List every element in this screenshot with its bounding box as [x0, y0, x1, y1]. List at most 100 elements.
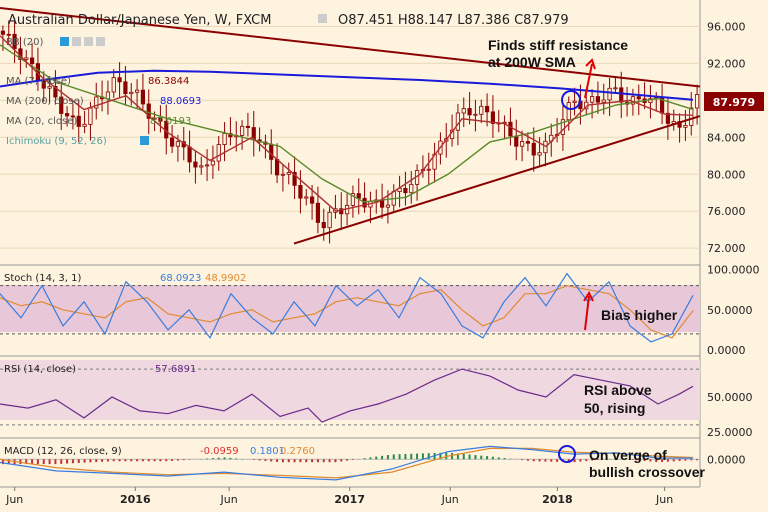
sma7-line: [0, 35, 694, 212]
last-price-badge: [704, 92, 764, 111]
candle-body: [694, 94, 700, 109]
resistance-trendline: [0, 7, 701, 88]
legend-controls[interactable]: [60, 14, 327, 145]
candle-body: [0, 30, 6, 35]
candle-body: [531, 142, 536, 156]
candle-body: [274, 158, 280, 176]
candle-body: [607, 87, 612, 101]
macd-tick-label: 0.0000: [707, 453, 746, 466]
candle-body: [362, 197, 367, 208]
candle-body: [403, 187, 408, 194]
annotation-resistance-1: Finds stiff resistance: [488, 37, 628, 53]
candle-body: [385, 204, 391, 208]
candle-body: [356, 193, 361, 199]
rsi-tick-label: 50.0000: [707, 391, 753, 404]
candle-body: [82, 123, 87, 127]
settings-icon[interactable]: [72, 37, 81, 46]
candle-body: [280, 173, 286, 176]
candle-body: [70, 115, 76, 118]
candle-body: [123, 81, 128, 95]
candle-body: [6, 33, 11, 36]
annotation-rsi-2: 50, rising: [584, 400, 645, 416]
macd-line-value: 0.1801: [250, 446, 285, 457]
sma200-line: [0, 69, 694, 101]
macd-pane: [0, 445, 700, 481]
add-icon[interactable]: [84, 37, 93, 46]
candle-body: [350, 193, 356, 206]
candle-body: [222, 133, 227, 145]
candle-body: [537, 152, 542, 156]
candle-body: [508, 121, 513, 137]
price-tick-label: 96.000: [707, 20, 746, 33]
candle-body: [327, 211, 332, 229]
stoch-k-line: [0, 272, 694, 343]
up-arrow-head-icon: [583, 290, 594, 302]
candle-body: [479, 105, 484, 115]
highlight-circle: [558, 445, 576, 463]
annotation-resistance-2: at 200W SMA: [488, 54, 576, 70]
candle-body: [245, 125, 251, 128]
candle-body: [461, 108, 466, 114]
visibility-icon[interactable]: [140, 136, 149, 145]
time-tick-label: 2017: [334, 493, 365, 506]
overlay-label-bb: BB (20): [6, 37, 44, 48]
candle-body: [566, 102, 571, 121]
candle-body: [199, 165, 204, 168]
candle-body: [315, 202, 321, 223]
time-tick-label: Jun: [220, 493, 238, 506]
candle-body: [117, 77, 122, 83]
candle-body: [613, 87, 618, 90]
rsi-line: [0, 368, 694, 423]
stoch-label: Stoch (14, 3, 1): [4, 273, 81, 284]
overlay-label-ma7: MA (7, close): [6, 76, 71, 87]
candle-body: [339, 208, 344, 215]
candle-body: [304, 196, 309, 199]
rsi-value: 57.6891: [155, 364, 196, 375]
stoch-tick-label: 0.0000: [707, 344, 746, 357]
stoch-pane: [0, 272, 700, 343]
candle-body: [467, 108, 472, 116]
candle-body: [321, 222, 326, 229]
price-pane: [0, 7, 701, 249]
up-arrow-head-icon: [585, 58, 596, 70]
overlay-value-ma200: 88.0693: [160, 96, 201, 107]
support-trendline: [293, 115, 701, 245]
candle-body: [193, 161, 198, 168]
candle-body: [204, 164, 210, 167]
settings-icon[interactable]: [318, 14, 327, 23]
rsi-pane: [0, 368, 700, 426]
stoch-tick-label: 100.0000: [707, 264, 760, 277]
candle-body: [514, 135, 519, 147]
rsi-tick-label: 25.0000: [707, 426, 753, 439]
candle-body: [426, 168, 431, 171]
candle-body: [94, 96, 99, 109]
candle-body: [41, 80, 46, 89]
candle-body: [29, 57, 35, 65]
close-icon[interactable]: [96, 37, 105, 46]
candle-body: [210, 160, 216, 166]
candle-body: [169, 137, 175, 147]
candle-body: [292, 172, 297, 186]
last-price-value: 87.979: [713, 96, 755, 109]
stoch-band: [0, 285, 700, 332]
time-tick-label: Jun: [441, 493, 459, 506]
candle-body: [64, 113, 70, 117]
candle-body: [589, 96, 595, 103]
candle-body: [111, 77, 116, 93]
candle-body: [47, 85, 52, 89]
visibility-icon[interactable]: [60, 37, 69, 46]
candle-body: [484, 105, 490, 113]
candle-body: [519, 141, 525, 147]
candle-body: [59, 96, 64, 114]
candle-body: [619, 87, 624, 103]
time-tick-label: Jun: [655, 493, 673, 506]
candle-body: [53, 85, 58, 98]
up-arrow-icon: [584, 63, 593, 99]
annotation-macd-1: On verge of: [589, 447, 667, 463]
candle-body: [12, 33, 17, 50]
candle-body: [269, 143, 274, 160]
chart-title: Australian Dollar/Japanese Yen, W, FXCM: [8, 13, 271, 28]
candle-body: [129, 91, 134, 95]
